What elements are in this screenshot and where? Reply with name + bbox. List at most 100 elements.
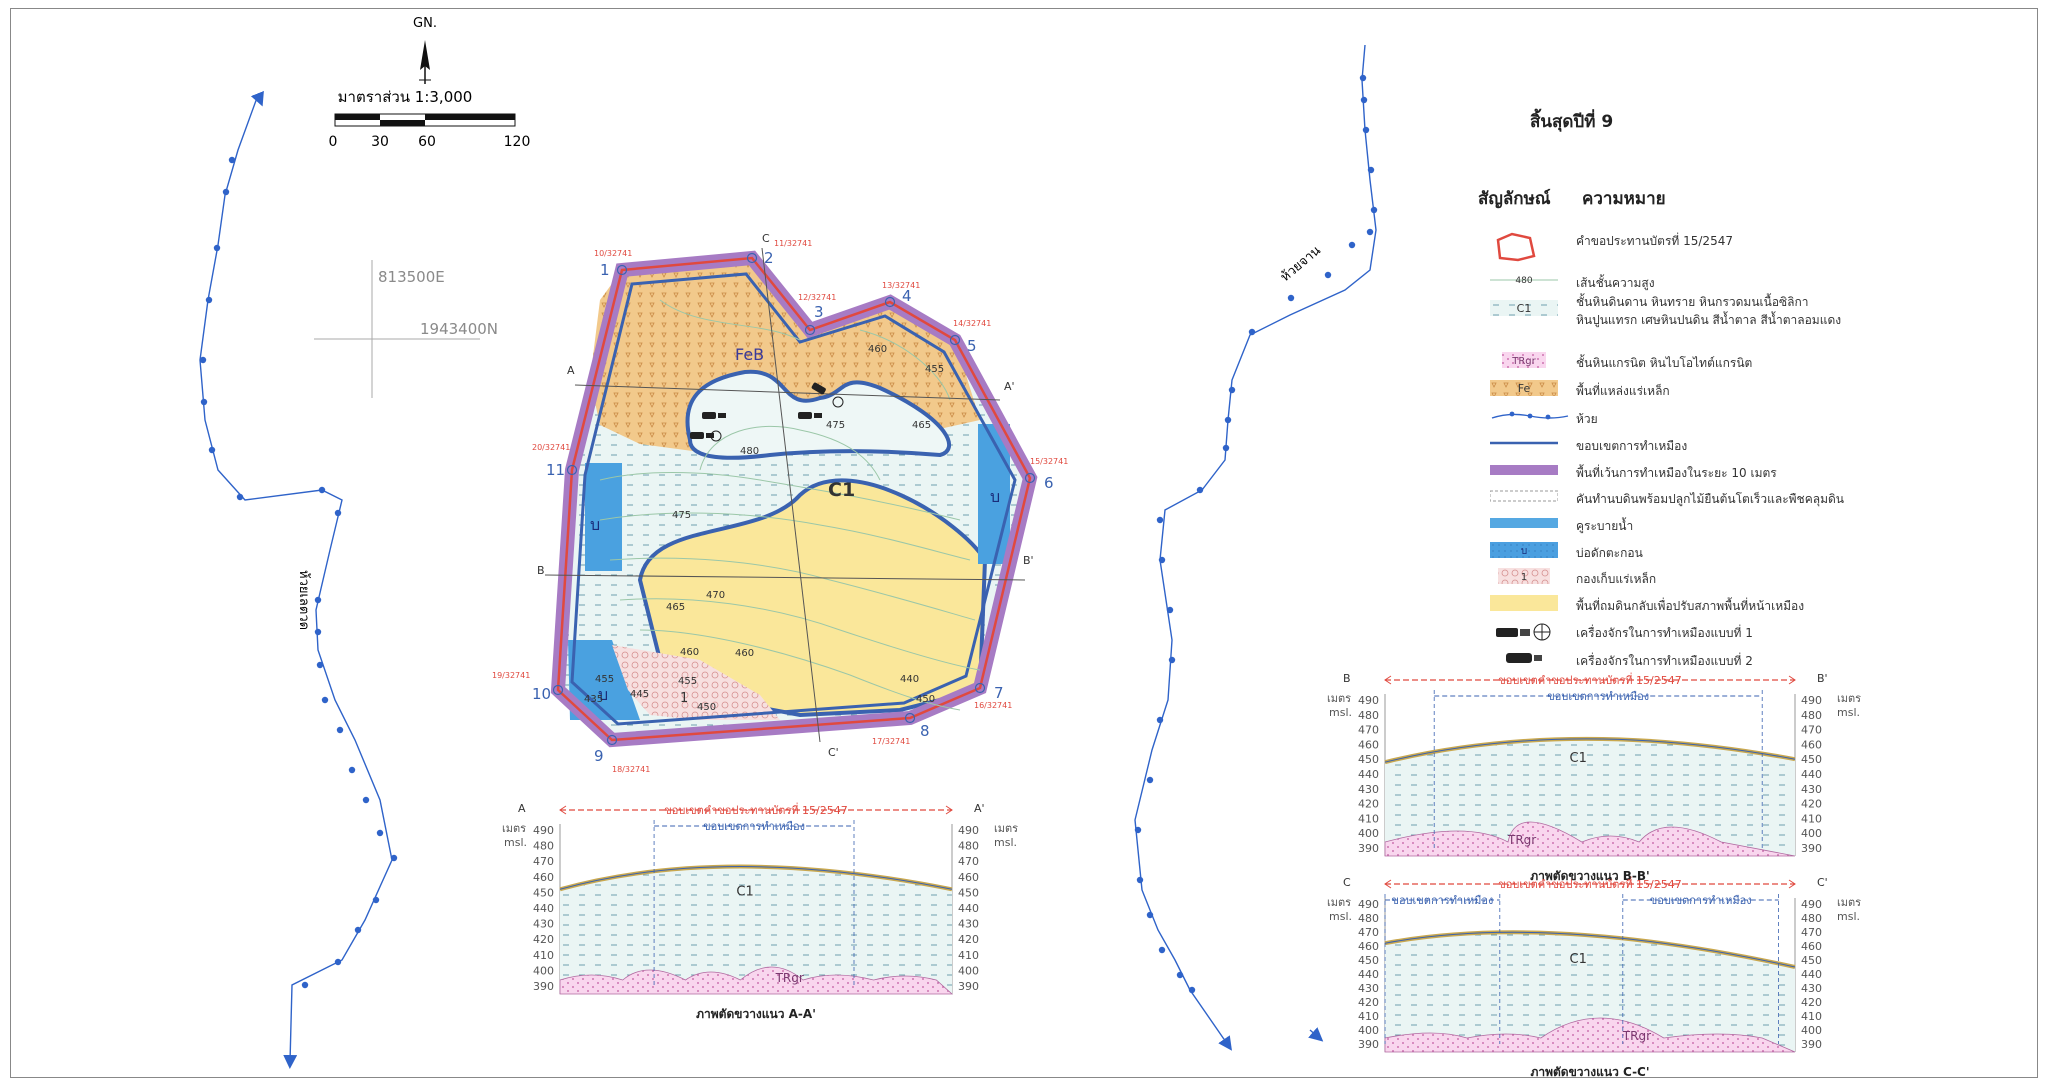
scale-tick-0: 0 xyxy=(329,134,338,150)
section-elev-tick: 450 xyxy=(1801,753,1822,766)
section-elev-tick: 390 xyxy=(1358,1038,1379,1051)
contour-label: 465 xyxy=(912,420,931,431)
section-tr-label: TRgr xyxy=(1507,833,1536,847)
section-elev-tick: 460 xyxy=(1801,738,1822,751)
corner-point-number: 1 xyxy=(600,261,610,279)
section-permit-label: ขอบเขตคำขอประทานบัตรที่ 15/2547 xyxy=(1498,876,1681,891)
section-elev-tick: 410 xyxy=(1358,1010,1379,1023)
stream-right-dots xyxy=(1134,74,1378,994)
section-elev-tick: 480 xyxy=(1358,709,1379,722)
northing-label: 1943400N xyxy=(420,320,498,338)
legend-item-fill: พื้นที่ถมดินกลับเพื่อปรับสภาพพื้นที่หน้า… xyxy=(1490,595,1804,617)
corner-point-number: 9 xyxy=(594,747,604,765)
section-elev-tick: 420 xyxy=(958,933,979,946)
dyke-icon xyxy=(1490,490,1558,507)
section-elev-tick: 440 xyxy=(533,902,554,915)
section-unit-left: เมตร xyxy=(1327,896,1351,909)
section-elev-tick: 460 xyxy=(1358,940,1379,953)
map-label-a-prime: A' xyxy=(1004,380,1015,393)
section-elev-tick: 450 xyxy=(1358,954,1379,967)
corner-point-marker xyxy=(804,324,816,336)
section-unit-right2: msl. xyxy=(1837,706,1860,719)
section-elev-tick: 400 xyxy=(533,964,554,977)
section-c1-label: C1 xyxy=(736,885,753,900)
section-elev-tick: 430 xyxy=(1801,783,1822,796)
mineline-icon xyxy=(1490,438,1558,454)
section-elev-tick: 450 xyxy=(1358,753,1379,766)
corner-point-code: 15/32741 xyxy=(1030,457,1068,466)
contour-label: 460 xyxy=(868,344,887,355)
section-elev-tick: 450 xyxy=(1801,954,1822,967)
grid-cross xyxy=(314,260,480,398)
section-elev-tick: 430 xyxy=(1358,982,1379,995)
legend-text: พื้นที่แหล่งแร่เหล็ก xyxy=(1576,383,1670,398)
corner-point-marker xyxy=(552,684,564,696)
section-right-label: B' xyxy=(1817,672,1828,685)
section-elev-tick: 460 xyxy=(533,871,554,884)
north-arrow-icon xyxy=(419,40,431,84)
svg-text:Fe: Fe xyxy=(1518,382,1531,395)
contour-label: 470 xyxy=(706,590,725,601)
corner-point-marker xyxy=(606,734,618,746)
contour-label: 460 xyxy=(680,647,699,658)
section-elev-tick: 470 xyxy=(533,855,554,868)
corner-point-marker xyxy=(974,682,986,694)
corner-point-number: 4 xyxy=(902,287,912,305)
scale-tick-30: 30 xyxy=(371,134,389,150)
section-elev-tick: 410 xyxy=(533,949,554,962)
tr-icon: TRgr xyxy=(1490,352,1558,371)
section-unit-left2: msl. xyxy=(1329,706,1352,719)
section-unit-left: เมตร xyxy=(1327,692,1351,705)
legend-item-contour: 480 เส้นชั้นความสูง xyxy=(1490,272,1655,294)
corner-point-code: 14/32741 xyxy=(953,319,991,328)
section-elev-tick: 440 xyxy=(1358,768,1379,781)
section-elev-tick: 390 xyxy=(533,980,554,993)
section-elev-tick: 490 xyxy=(1801,694,1822,707)
section-c1-label: C1 xyxy=(1570,952,1587,967)
contour-icon: 480 xyxy=(1490,275,1558,291)
map-label-stock: 1 xyxy=(680,691,688,706)
legend-item-pond: บ บ่อดักตะกอน xyxy=(1490,542,1643,564)
stream-left-dots xyxy=(199,156,398,989)
section-elev-tick: 420 xyxy=(1358,798,1379,811)
fill-icon xyxy=(1490,595,1558,614)
section-elev-tick: 450 xyxy=(958,886,979,899)
legend-item-dyke: คันทำนบดินพร้อมปลูกไม้ยืนต้นโตเร็วและพืช… xyxy=(1490,488,1844,510)
section-caption: ภาพตัดขวางแนว C-C' xyxy=(1530,1065,1649,1079)
legend-item-c1: C1 ชั้นหินดินดาน หินทราย หินกรวดมนเนื้อซิ… xyxy=(1490,295,1841,327)
legend-text: ขอบเขตการทำเหมือง xyxy=(1576,438,1688,453)
section-elev-tick: 430 xyxy=(1358,783,1379,796)
section-elev-tick: 390 xyxy=(1358,842,1379,855)
legend-item-boundary: คำขอประทานบัตรที่ 15/2547 xyxy=(1490,230,1733,262)
corner-point-marker xyxy=(616,264,628,276)
corner-point-number: 5 xyxy=(967,337,977,355)
section-unit-right: เมตร xyxy=(994,822,1018,835)
legend-text: คันทำนบดินพร้อมปลูกไม้ยืนต้นโตเร็วและพืช… xyxy=(1576,491,1844,506)
machine2-icon xyxy=(1490,653,1558,669)
legend-item-stockpile: 1 กองเก็บแร่เหล็ก xyxy=(1490,568,1656,590)
legend-title: สิ้นสุดปีที่ 9 xyxy=(1530,112,1614,132)
section-tr-label: TRgr xyxy=(775,971,804,985)
corner-point-number: 2 xyxy=(764,249,774,267)
section-elev-tick: 420 xyxy=(1801,996,1822,1009)
section-elev-tick: 440 xyxy=(1358,968,1379,981)
legend-text: คำขอประทานบัตรที่ 15/2547 xyxy=(1576,233,1733,248)
section-elev-tick: 420 xyxy=(1358,996,1379,1009)
section-permit-label: ขอบเขตคำขอประทานบัตรที่ 15/2547 xyxy=(664,802,847,817)
section-elev-tick: 420 xyxy=(533,933,554,946)
section-elev-tick: 410 xyxy=(1801,1010,1822,1023)
corner-point-number: 10 xyxy=(532,685,551,703)
corner-point-code: 19/32741 xyxy=(492,671,530,680)
north-label: GN. xyxy=(413,16,437,31)
section-unit-right2: msl. xyxy=(1837,910,1860,923)
contour-label: 480 xyxy=(740,446,759,457)
legend-text-line2: หินปูนแทรก เศษหินปนดิน สีน้ำตาล สีน้ำตาล… xyxy=(1576,313,1842,327)
stream-right xyxy=(1134,44,1377,1051)
section-elev-tick: 490 xyxy=(533,824,554,837)
corner-point-code: 18/32741 xyxy=(612,765,650,774)
section-unit-right: เมตร xyxy=(1837,692,1861,705)
svg-text:480: 480 xyxy=(1515,276,1532,286)
